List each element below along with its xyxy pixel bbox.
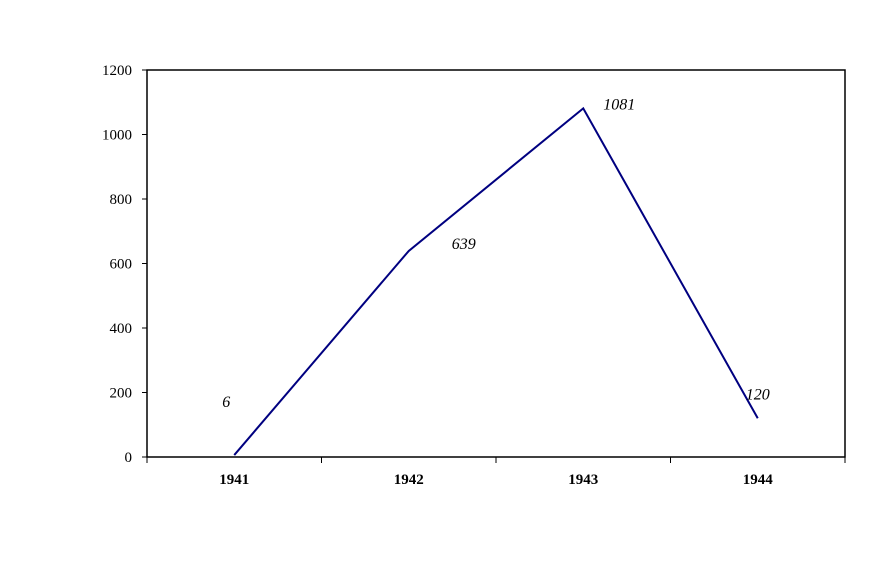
y-tick-label: 600 [110,257,133,273]
data-label: 639 [452,236,476,253]
data-label: 1081 [603,96,635,113]
data-label: 6 [222,394,230,411]
x-tick-label: 1941 [219,472,249,488]
y-tick-label: 400 [110,321,133,337]
data-label: 120 [746,386,770,403]
y-tick-label: 1200 [102,63,132,79]
series-line [234,108,758,455]
series-layer [234,108,758,455]
x-tick-label: 1943 [568,472,598,488]
data-labels: 6 639 1081 120 [222,96,770,411]
y-tick-label: 1000 [102,128,132,144]
x-axis: 1941 1942 1943 1944 [147,457,845,488]
plot-area [147,70,845,457]
y-tick-label: 200 [110,386,133,402]
y-tick-label: 800 [110,192,133,208]
y-tick-label: 0 [125,450,133,466]
x-tick-label: 1942 [394,472,424,488]
y-axis: 0 200 400 600 800 1000 1200 [102,63,147,466]
x-tick-label: 1944 [743,472,774,488]
